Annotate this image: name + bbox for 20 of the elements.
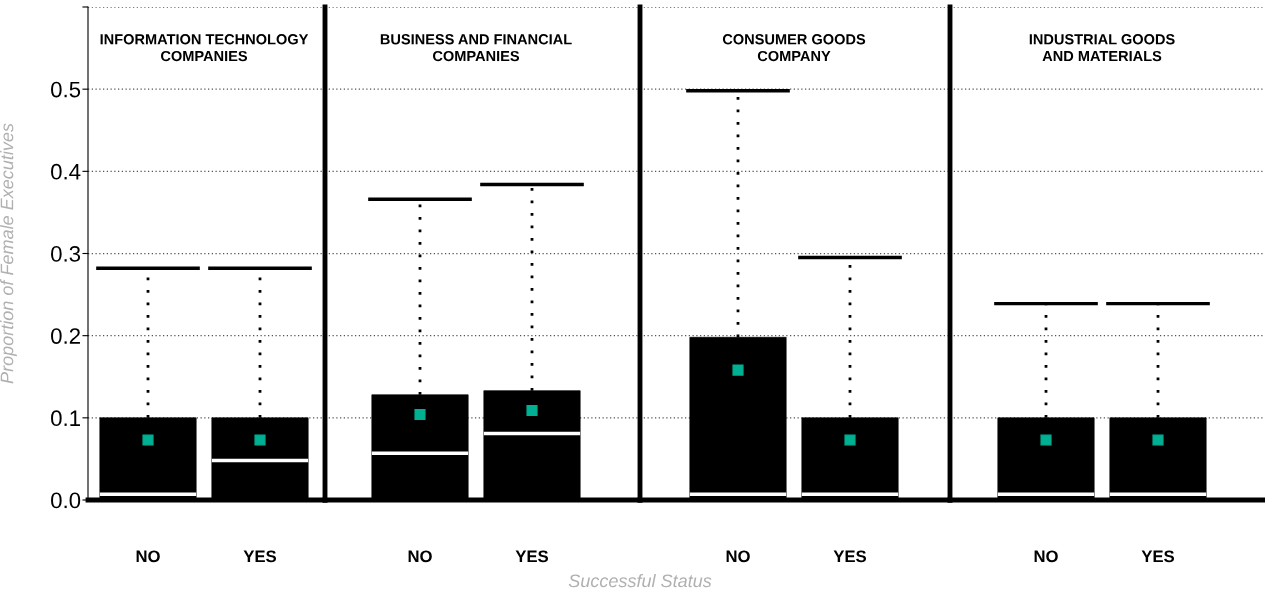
y-tick-label: 0.5	[51, 81, 81, 98]
y-axis-title: Proportion of Female Executives	[0, 123, 17, 384]
y-tick-label: 0.4	[51, 163, 81, 180]
text: INDUSTRIAL GOODS AND MATERIALS	[1029, 34, 1175, 62]
text: CONSUMER GOODS COMPANY	[722, 34, 866, 62]
x-tick-label: NO	[408, 550, 432, 563]
y-tick-label: 0.3	[51, 246, 81, 262]
x-tick-label: NO	[1034, 550, 1058, 563]
text: INFORMATION TECHNOLOGY COMPANIES	[100, 34, 309, 62]
y-tick-label: 0.1	[51, 410, 80, 427]
y-tick-label: 0.0	[51, 492, 81, 509]
x-tick-label: YES	[515, 550, 549, 563]
x-axis-title: Successful Status	[568, 573, 712, 588]
text: BUSINESS AND FINANCIAL COMPANIES	[380, 34, 572, 62]
x-tick-label: NO	[726, 550, 750, 563]
x-tick-label: NO	[136, 550, 160, 563]
x-tick-label: YES	[1141, 550, 1175, 563]
x-tick-label: YES	[833, 550, 867, 563]
x-tick-label: YES	[243, 550, 277, 563]
y-tick-label: 0.2	[51, 328, 80, 344]
